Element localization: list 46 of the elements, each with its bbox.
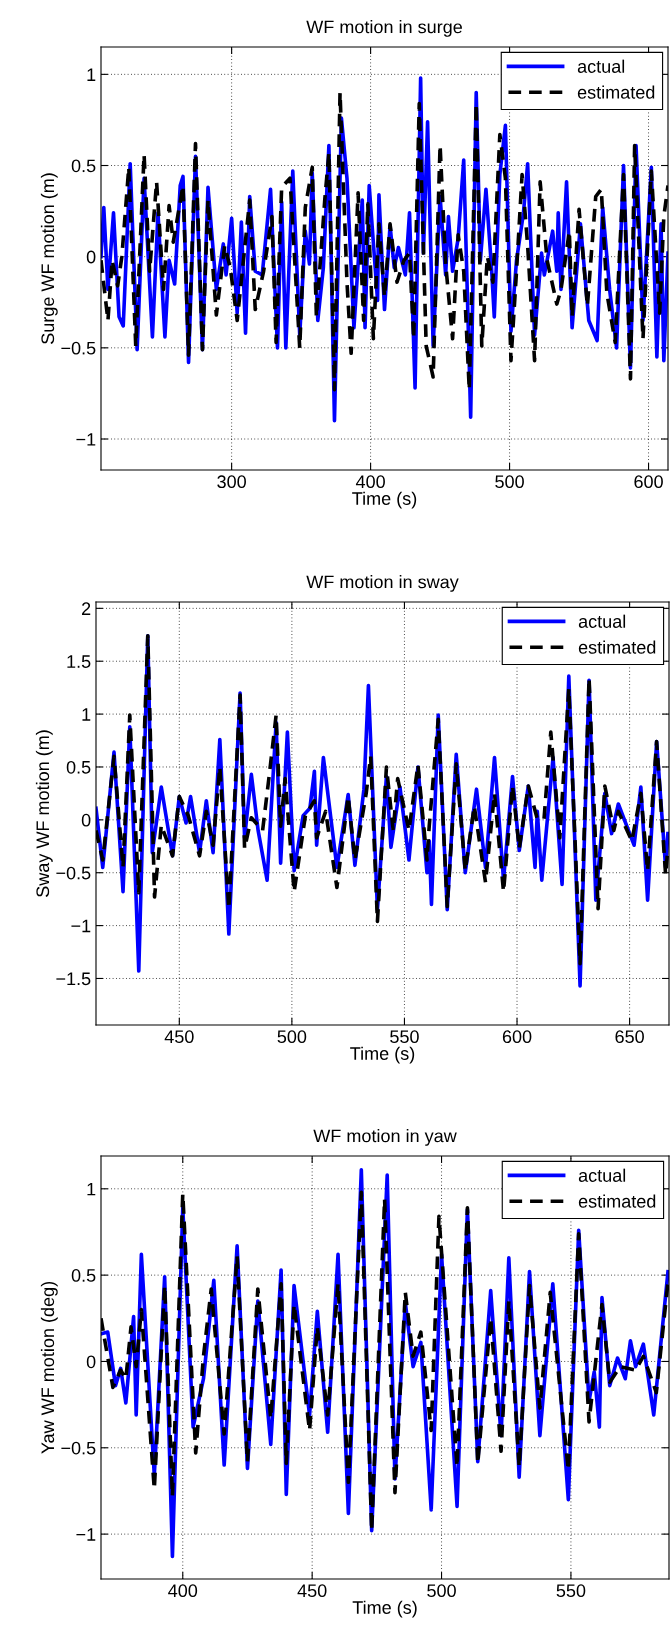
- x-tick-label: 300: [217, 475, 246, 489]
- x-axis-title: Time (s): [352, 1600, 417, 1618]
- y-tick-label: −1: [76, 433, 96, 446]
- x-tick-label: 600: [634, 475, 663, 489]
- y-tick-label: −1: [76, 1528, 96, 1541]
- y-tick-label: 0.5: [71, 159, 96, 173]
- y-tick-label: 2: [82, 602, 91, 615]
- y-tick-label: 0: [86, 250, 96, 264]
- legend-label: actual: [578, 1168, 626, 1182]
- x-tick-label: 600: [502, 1030, 532, 1044]
- chart-title: WF motion in yaw: [313, 1129, 457, 1146]
- y-axis-title: Surge WF motion (m): [40, 173, 58, 344]
- y-tick-label: 0: [86, 1355, 96, 1369]
- x-tick-label: 500: [495, 475, 524, 489]
- y-tick-label: −0.5: [56, 866, 91, 880]
- legend-label: estimated: [578, 640, 656, 654]
- x-tick-label: 550: [556, 1584, 586, 1598]
- y-tick-label: 1: [87, 68, 96, 81]
- y-tick-label: −1: [71, 919, 91, 933]
- y-tick-label: 1: [82, 708, 91, 721]
- chart-title: WF motion in sway: [306, 575, 459, 592]
- y-tick-label: 1: [87, 1182, 96, 1196]
- y-tick-label: 0.5: [71, 1269, 96, 1282]
- x-tick-label: 450: [297, 1584, 327, 1598]
- legend-label: estimated: [578, 1194, 656, 1208]
- y-tick-label: 1.5: [67, 655, 91, 668]
- legend-label: actual: [578, 614, 626, 628]
- legend-label: estimated: [577, 85, 655, 99]
- y-tick-label: 0: [81, 813, 91, 827]
- x-tick-label: 400: [168, 1584, 198, 1598]
- legend-label: actual: [577, 59, 625, 73]
- x-tick-label: 500: [427, 1584, 456, 1598]
- x-axis-title: Time (s): [352, 491, 417, 509]
- y-tick-label: −0.5: [61, 341, 96, 355]
- x-tick-label: 650: [615, 1030, 644, 1044]
- y-tick-label: 0.5: [66, 760, 91, 774]
- chart-title: WF motion in surge: [306, 20, 462, 37]
- x-tick-label: 400: [355, 475, 385, 489]
- x-tick-label: 500: [277, 1030, 307, 1044]
- y-axis-title: Yaw WF motion (deg): [40, 1281, 58, 1454]
- y-tick-label: −1.5: [56, 972, 91, 986]
- x-tick-label: 550: [390, 1030, 419, 1044]
- y-tick-label: −0.5: [61, 1441, 96, 1455]
- x-axis-title: Time (s): [350, 1046, 415, 1064]
- x-tick-label: 450: [164, 1030, 194, 1044]
- y-axis-title: Sway WF motion (m): [35, 730, 53, 897]
